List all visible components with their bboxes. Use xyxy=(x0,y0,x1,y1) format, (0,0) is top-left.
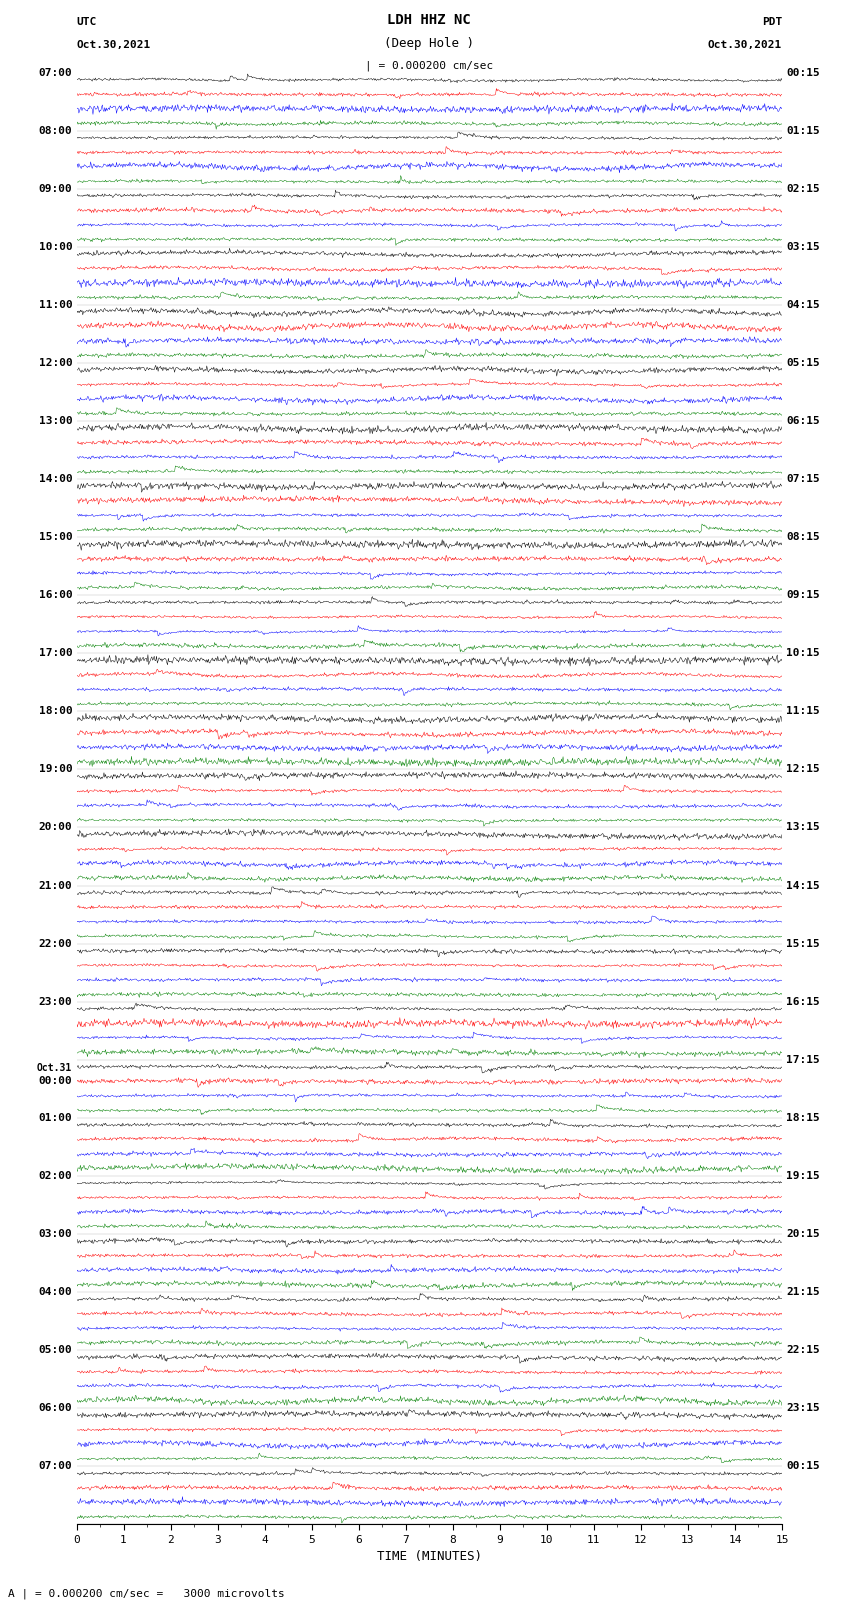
Text: Oct.31: Oct.31 xyxy=(37,1063,72,1073)
Text: 07:00: 07:00 xyxy=(38,68,72,77)
Text: UTC: UTC xyxy=(76,18,97,27)
Text: 14:00: 14:00 xyxy=(38,474,72,484)
Text: LDH HHZ NC: LDH HHZ NC xyxy=(388,13,471,27)
Text: 06:00: 06:00 xyxy=(38,1403,72,1413)
Text: 14:15: 14:15 xyxy=(786,881,820,890)
Text: 15:00: 15:00 xyxy=(38,532,72,542)
Text: 11:15: 11:15 xyxy=(786,706,820,716)
Text: 00:15: 00:15 xyxy=(786,1461,820,1471)
Text: 15:15: 15:15 xyxy=(786,939,820,948)
Text: 08:00: 08:00 xyxy=(38,126,72,135)
Text: 23:15: 23:15 xyxy=(786,1403,820,1413)
Text: 05:00: 05:00 xyxy=(38,1345,72,1355)
Text: 04:15: 04:15 xyxy=(786,300,820,310)
Text: 18:15: 18:15 xyxy=(786,1113,820,1123)
Text: Oct.30,2021: Oct.30,2021 xyxy=(76,40,150,50)
Text: 10:15: 10:15 xyxy=(786,648,820,658)
Text: 13:15: 13:15 xyxy=(786,823,820,832)
Text: 11:00: 11:00 xyxy=(38,300,72,310)
Text: 19:15: 19:15 xyxy=(786,1171,820,1181)
Text: 09:00: 09:00 xyxy=(38,184,72,194)
Text: 07:00: 07:00 xyxy=(38,1461,72,1471)
Text: 20:00: 20:00 xyxy=(38,823,72,832)
Text: 10:00: 10:00 xyxy=(38,242,72,252)
Text: 00:00: 00:00 xyxy=(38,1076,72,1086)
Text: 02:00: 02:00 xyxy=(38,1171,72,1181)
Text: PDT: PDT xyxy=(762,18,782,27)
Text: 12:15: 12:15 xyxy=(786,765,820,774)
Text: 05:15: 05:15 xyxy=(786,358,820,368)
Text: (Deep Hole ): (Deep Hole ) xyxy=(384,37,474,50)
Text: 01:00: 01:00 xyxy=(38,1113,72,1123)
Text: 04:00: 04:00 xyxy=(38,1287,72,1297)
Text: 00:15: 00:15 xyxy=(786,68,820,77)
Text: 02:15: 02:15 xyxy=(786,184,820,194)
Text: 16:15: 16:15 xyxy=(786,997,820,1007)
Text: 20:15: 20:15 xyxy=(786,1229,820,1239)
Text: 08:15: 08:15 xyxy=(786,532,820,542)
Text: 22:15: 22:15 xyxy=(786,1345,820,1355)
Text: 03:15: 03:15 xyxy=(786,242,820,252)
Text: 17:15: 17:15 xyxy=(786,1055,820,1065)
Text: 21:15: 21:15 xyxy=(786,1287,820,1297)
Text: Oct.30,2021: Oct.30,2021 xyxy=(708,40,782,50)
Text: | = 0.000200 cm/sec: | = 0.000200 cm/sec xyxy=(366,60,493,71)
Text: 18:00: 18:00 xyxy=(38,706,72,716)
Text: 16:00: 16:00 xyxy=(38,590,72,600)
Text: 12:00: 12:00 xyxy=(38,358,72,368)
Text: 23:00: 23:00 xyxy=(38,997,72,1007)
Text: 01:15: 01:15 xyxy=(786,126,820,135)
Text: 17:00: 17:00 xyxy=(38,648,72,658)
X-axis label: TIME (MINUTES): TIME (MINUTES) xyxy=(377,1550,482,1563)
Text: 07:15: 07:15 xyxy=(786,474,820,484)
Text: 19:00: 19:00 xyxy=(38,765,72,774)
Text: A | = 0.000200 cm/sec =   3000 microvolts: A | = 0.000200 cm/sec = 3000 microvolts xyxy=(8,1589,286,1598)
Text: 09:15: 09:15 xyxy=(786,590,820,600)
Text: 22:00: 22:00 xyxy=(38,939,72,948)
Text: 13:00: 13:00 xyxy=(38,416,72,426)
Text: 03:00: 03:00 xyxy=(38,1229,72,1239)
Text: 21:00: 21:00 xyxy=(38,881,72,890)
Text: 06:15: 06:15 xyxy=(786,416,820,426)
